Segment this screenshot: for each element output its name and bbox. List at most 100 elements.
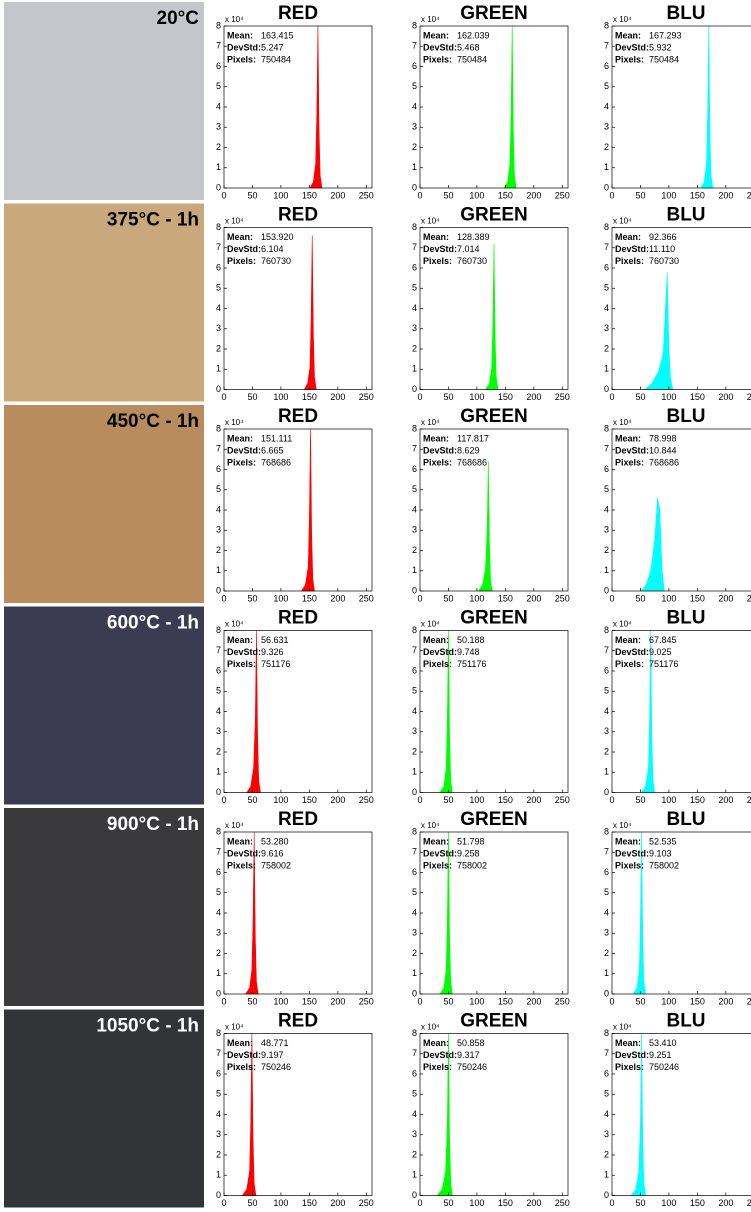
x-tick-label: 250 — [555, 593, 570, 603]
stat-value: 9.258 — [457, 848, 480, 858]
y-tick-label: 2 — [216, 343, 221, 353]
y-tick-label: 0 — [412, 1190, 417, 1200]
y-tick-label: 7 — [604, 645, 609, 655]
stat-label: Pixels: — [227, 659, 256, 669]
y-tick-label: 4 — [216, 1109, 221, 1119]
stat-label: Pixels: — [423, 457, 452, 467]
y-tick-label: 1 — [216, 968, 221, 978]
stat-value: 163.415 — [261, 30, 294, 40]
y-tick-label: 5 — [604, 81, 609, 91]
chart-title: GREEN — [460, 205, 528, 226]
x-tick-label: 0 — [417, 392, 422, 402]
y-tick-label: 0 — [216, 1190, 221, 1200]
chart-title: GREEN — [460, 809, 528, 830]
stat-value: 56.631 — [261, 635, 289, 645]
stat-label: Pixels: — [423, 860, 452, 870]
y-tick-label: 4 — [412, 907, 417, 917]
y-tick-label: 4 — [604, 706, 609, 716]
x-tick-label: 100 — [661, 593, 676, 603]
y-tick-label: 5 — [604, 887, 609, 897]
x-tick-label: 100 — [469, 996, 484, 1006]
y-multiplier: x 10⁴ — [421, 217, 440, 226]
x-tick-label: 50 — [247, 593, 257, 603]
y-tick-label: 6 — [412, 665, 417, 675]
y-tick-label: 0 — [412, 182, 417, 192]
stat-value: 6.104 — [261, 244, 284, 254]
x-tick-label: 0 — [417, 996, 422, 1006]
stat-value: 52.535 — [649, 836, 677, 846]
stat-label: Pixels: — [615, 1062, 644, 1072]
x-tick-label: 50 — [635, 1198, 645, 1208]
stat-label: Mean: — [227, 836, 253, 846]
x-tick-label: 0 — [221, 190, 226, 200]
y-tick-label: 7 — [216, 1048, 221, 1058]
chart-title: GREEN — [460, 1011, 528, 1032]
stat-value: 9.251 — [649, 1050, 672, 1060]
x-tick-label: 0 — [609, 996, 614, 1006]
stat-value: 9.103 — [649, 848, 672, 858]
chart-title: RED — [278, 406, 318, 427]
x-tick-label: 150 — [690, 795, 705, 805]
y-tick-label: 5 — [412, 686, 417, 696]
stat-value: 48.771 — [261, 1038, 289, 1048]
y-tick-label: 2 — [412, 142, 417, 152]
y-tick-label: 8 — [216, 20, 221, 30]
x-tick-label: 200 — [526, 795, 541, 805]
y-tick-label: 4 — [216, 101, 221, 111]
y-tick-label: 7 — [604, 1048, 609, 1058]
chart-title: RED — [278, 608, 318, 629]
x-tick-label: 250 — [359, 190, 374, 200]
y-tick-label: 3 — [412, 1129, 417, 1139]
y-multiplier: x 10⁴ — [225, 1023, 244, 1032]
x-tick-label: 200 — [526, 593, 541, 603]
x-tick-label: 100 — [661, 1198, 676, 1208]
x-tick-label: 250 — [359, 392, 374, 402]
stat-value: 9.025 — [649, 647, 672, 657]
x-tick-label: 150 — [498, 996, 513, 1006]
x-tick-label: 100 — [273, 392, 288, 402]
sample-label: 20°C — [157, 8, 200, 29]
x-tick-label: 200 — [526, 1198, 541, 1208]
stat-label: Mean: — [615, 635, 641, 645]
x-tick-label: 0 — [221, 795, 226, 805]
y-multiplier: x 10⁴ — [613, 1023, 632, 1032]
x-tick-label: 200 — [526, 996, 541, 1006]
y-tick-label: 0 — [216, 988, 221, 998]
stat-label: Pixels: — [423, 1062, 452, 1072]
y-tick-label: 1 — [412, 1170, 417, 1180]
x-tick-label: 200 — [718, 1198, 733, 1208]
stat-value: 117.817 — [457, 433, 489, 443]
stat-label: Mean: — [423, 836, 449, 846]
y-tick-label: 5 — [412, 81, 417, 91]
y-tick-label: 6 — [604, 1068, 609, 1078]
x-tick-label: 50 — [247, 795, 257, 805]
stat-value: 7.014 — [457, 244, 480, 254]
y-tick-label: 1 — [216, 162, 221, 172]
stat-label: DevStd: — [423, 1050, 457, 1060]
y-tick-label: 4 — [216, 504, 221, 514]
stat-label: Pixels: — [227, 256, 256, 266]
y-tick-label: 6 — [604, 665, 609, 675]
x-tick-label: 0 — [221, 392, 226, 402]
stat-value: 151.111 — [261, 433, 292, 443]
x-tick-label: 200 — [330, 795, 345, 805]
y-tick-label: 0 — [604, 988, 609, 998]
y-tick-label: 7 — [412, 242, 417, 252]
x-tick-label: 150 — [302, 593, 317, 603]
y-tick-label: 2 — [604, 948, 609, 958]
stat-value: 53.280 — [261, 836, 289, 846]
chart-title: GREEN — [460, 406, 528, 427]
y-tick-label: 0 — [412, 585, 417, 595]
stat-label: Pixels: — [615, 54, 644, 64]
x-tick-label: 100 — [273, 795, 288, 805]
x-tick-label: 250 — [555, 1198, 570, 1208]
stat-value: 5.247 — [261, 42, 284, 52]
y-tick-label: 2 — [604, 343, 609, 353]
y-tick-label: 1 — [216, 565, 221, 575]
x-tick-label: 200 — [330, 593, 345, 603]
y-tick-label: 4 — [216, 907, 221, 917]
stat-label: DevStd: — [423, 848, 457, 858]
stat-value: 78.998 — [649, 433, 677, 443]
y-tick-label: 7 — [412, 645, 417, 655]
y-tick-label: 7 — [604, 41, 609, 51]
